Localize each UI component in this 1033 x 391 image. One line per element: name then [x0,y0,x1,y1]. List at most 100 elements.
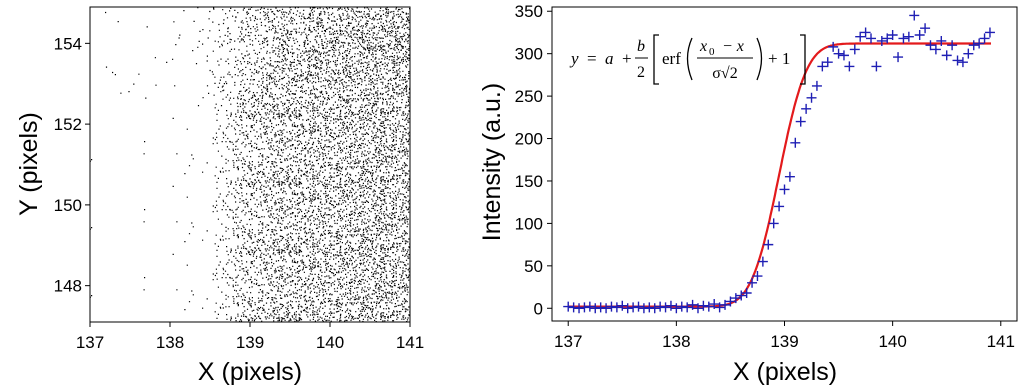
right-y-tick-label: 0 [534,299,543,318]
intensity-point [925,40,936,51]
intensity-point [611,302,622,313]
intensity-point [957,57,968,68]
left-x-tick-label: 139 [236,333,264,352]
eq-lhs: y [569,49,579,68]
intensity-point [774,201,785,212]
left-x-tick-label: 138 [156,333,184,352]
intensity-point [866,33,877,44]
intensity-point [763,239,774,250]
intensity-point [725,296,736,307]
intensity-point [628,302,639,313]
intensity-point [638,303,649,314]
intensity-point [838,50,849,61]
left-y-tick-label: 152 [54,115,82,134]
intensity-point [963,48,974,59]
intensity-point [968,40,979,51]
eq-right-bracket [800,34,806,85]
intensity-point [893,52,904,63]
intensity-point [860,27,871,38]
intensity-point [947,40,958,51]
right-y-tick-label: 200 [515,130,543,149]
left-scatter-points [89,6,411,323]
right-plot: 137 138 139 140 141 0 50 100 150 200 250 300 350 X … [478,2,1018,386]
intensity-point [660,302,671,313]
intensity-point [822,57,833,68]
intensity-point [882,33,893,44]
intensity-point [617,300,628,311]
intensity-point [590,303,601,314]
intensity-point [779,184,790,195]
right-y-tick-label: 250 [515,87,543,106]
eq-erf: erf [662,49,681,68]
intensity-point [736,290,747,301]
intensity-point [568,302,579,313]
eq-right-paren [756,37,763,81]
intensity-point [741,287,752,298]
eq-x0: x [699,38,707,55]
intensity-point [984,27,995,38]
intensity-point [941,50,952,61]
intensity-point [687,299,698,310]
intensity-point [790,137,801,148]
left-x-tick-label: 141 [396,333,424,352]
fit-curve-line [568,42,991,308]
right-y-tick-label: 350 [515,2,543,21]
right-x-tick-label: 139 [770,332,798,351]
intensity-point [676,301,687,312]
intensity-point [563,301,574,312]
right-x-tick-label: 141 [987,332,1015,351]
eq-plus: + [622,49,632,68]
left-y-axis-label: Y (pixels) [15,112,43,216]
left-y-tick-label: 154 [54,34,82,53]
intensity-point [703,301,714,312]
left-y-ticks: 148 150 152 154 [54,34,90,296]
eq-left-bracket [653,34,659,85]
intensity-point [855,31,866,42]
intensity-point [936,35,947,46]
right-y-axis-label: Intensity (a.u.) [478,83,506,241]
intensity-point [784,171,795,182]
intensity-point [682,302,693,313]
intensity-point [692,303,703,314]
intensity-point [833,48,844,59]
intensity-point [720,299,731,310]
intensity-point [574,303,585,314]
left-x-tick-label: 137 [76,333,104,352]
eq-minus-x: − x [722,38,744,55]
intensity-point [768,218,779,229]
intensity-point [887,30,898,41]
intensity-point [930,44,941,55]
intensity-point [914,30,925,41]
left-plot-area [90,7,410,322]
intensity-points [563,10,995,314]
fit-curve [568,42,991,308]
intensity-point [817,61,828,72]
left-y-tick-label: 148 [54,277,82,296]
intensity-point [655,301,666,312]
intensity-point [876,35,887,46]
intensity-point [757,256,768,267]
right-y-tick-label: 50 [524,257,543,276]
intensity-point [595,302,606,313]
intensity-point [698,300,709,311]
right-x-tick-label: 137 [554,332,582,351]
intensity-point [752,271,763,282]
equation-annotation: y = a + b 2 erf x 0 − x σ√2 + 1 [569,34,806,85]
right-x-tick-label: 138 [662,332,690,351]
right-x-ticks: 137 138 139 140 141 [554,321,1015,351]
eq-b: b [637,38,645,55]
right-x-axis-label: X (pixels) [733,358,837,386]
eq-left-paren [686,37,693,81]
eq-equals: = [587,49,597,68]
intensity-point [665,300,676,311]
intensity-point [671,303,682,314]
intensity-point [601,303,612,314]
eq-a: a [605,49,614,68]
left-y-tick-label: 150 [54,196,82,215]
intensity-point [622,303,633,314]
intensity-point [909,10,920,21]
eq-two: 2 [637,64,645,81]
intensity-point [871,61,882,72]
intensity-point [714,302,725,313]
